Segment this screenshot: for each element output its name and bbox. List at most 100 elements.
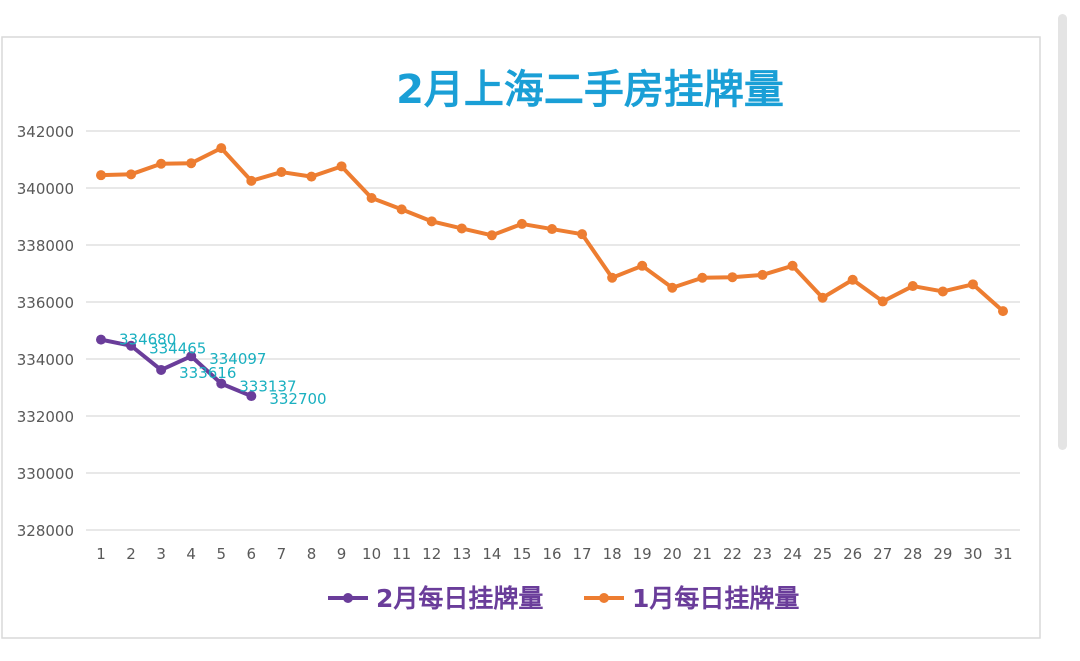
legend-marker-feb [343,593,353,603]
legend-item-jan[interactable]: 1月每日挂牌量 [584,584,799,613]
x-tick-label: 24 [783,545,802,563]
x-tick-label: 2 [126,545,136,563]
legend: 2月每日挂牌量 1月每日挂牌量 [328,584,799,613]
data-point[interactable] [667,282,678,293]
data-label: 334680 [119,331,176,349]
data-point[interactable] [246,391,257,402]
x-tick-label: 3 [156,545,166,563]
series-jan [96,143,1008,317]
data-label: 332700 [269,390,326,408]
chart-title: 2月上海二手房挂牌量 [396,67,784,113]
data-label: 333137 [239,378,296,396]
data-point[interactable] [216,378,227,389]
data-point[interactable] [186,158,197,169]
series-layer [96,143,1008,402]
data-point[interactable] [186,351,197,362]
data-point[interactable] [306,171,317,182]
data-point[interactable] [216,143,227,154]
series-feb [96,334,257,402]
y-tick-label: 332000 [17,408,74,426]
data-point[interactable] [697,272,708,283]
x-tick-label: 8 [307,545,317,563]
data-point[interactable] [998,306,1008,317]
data-point[interactable] [486,230,497,241]
x-tick-label: 17 [573,545,592,563]
x-tick-label: 28 [903,545,922,563]
data-point[interactable] [126,169,137,180]
y-tick-label: 336000 [17,294,74,312]
x-tick-label: 10 [362,545,381,563]
y-tick-label: 334000 [17,351,74,369]
data-point[interactable] [246,175,257,186]
data-point[interactable] [637,260,648,271]
y-tick-label: 340000 [17,180,74,198]
vertical-scrollbar[interactable] [1058,14,1067,450]
x-tick-label: 20 [663,545,682,563]
data-point[interactable] [396,204,407,215]
x-tick-label: 22 [723,545,742,563]
x-tick-label: 31 [993,545,1012,563]
data-point[interactable] [757,269,768,280]
data-point[interactable] [96,170,106,181]
data-point[interactable] [156,158,167,169]
x-tick-label: 5 [216,545,226,563]
legend-marker-jan [599,593,609,603]
x-tick-label: 25 [813,545,832,563]
data-point[interactable] [366,192,377,203]
data-point[interactable] [96,334,106,345]
data-label: 334465 [149,340,206,358]
legend-label-jan: 1月每日挂牌量 [632,584,799,613]
x-tick-label: 18 [603,545,622,563]
x-tick-label: 16 [542,545,561,563]
x-tick-label: 15 [512,545,531,563]
x-tick-label: 19 [633,545,652,563]
data-point[interactable] [787,260,798,271]
x-tick-label: 7 [277,545,287,563]
x-tick-label: 14 [482,545,501,563]
data-point[interactable] [847,274,858,285]
x-tick-label: 6 [247,545,257,563]
data-point[interactable] [877,296,888,307]
legend-label-feb: 2月每日挂牌量 [376,584,543,613]
data-point[interactable] [937,286,948,297]
data-point[interactable] [817,292,828,303]
x-tick-label: 21 [693,545,712,563]
legend-item-feb[interactable]: 2月每日挂牌量 [328,584,543,613]
data-point[interactable] [907,281,918,292]
data-point[interactable] [456,223,467,234]
grid-lines [86,130,1020,531]
y-tick-label: 330000 [17,465,74,483]
y-axis-tick-labels: 328000 330000 332000 334000 336000 338000 3400… [17,123,74,540]
data-point[interactable] [727,272,738,283]
data-point[interactable] [156,364,167,375]
y-tick-label: 338000 [17,237,74,255]
y-tick-label: 328000 [17,522,74,540]
series-line [99,337,254,399]
data-point[interactable] [577,229,588,240]
x-tick-label: 26 [843,545,862,563]
data-label: 333616 [179,364,236,382]
x-tick-label: 11 [392,545,411,563]
data-point[interactable] [607,272,618,283]
x-tick-label: 9 [337,545,347,563]
x-tick-label: 13 [452,545,471,563]
chart-border [1,36,1041,639]
x-tick-label: 29 [933,545,952,563]
data-point[interactable] [276,167,287,178]
x-tick-label: 27 [873,545,892,563]
data-point[interactable] [426,216,437,227]
data-point[interactable] [516,218,527,229]
x-axis-tick-labels: 1 2 3 4 5 6 7 8 9 10 11 12 13 14 15 16 17 18 19 20 21 22 23 24 2… [96,545,1012,563]
x-tick-label: 23 [753,545,772,563]
data-point[interactable] [547,224,557,235]
x-tick-label: 1 [96,545,106,563]
data-point[interactable] [126,340,137,351]
data-point[interactable] [967,279,978,290]
data-point[interactable] [336,161,347,172]
x-tick-label: 12 [422,545,441,563]
x-tick-label: 4 [186,545,196,563]
x-tick-label: 30 [963,545,982,563]
data-label: 334097 [209,350,266,368]
